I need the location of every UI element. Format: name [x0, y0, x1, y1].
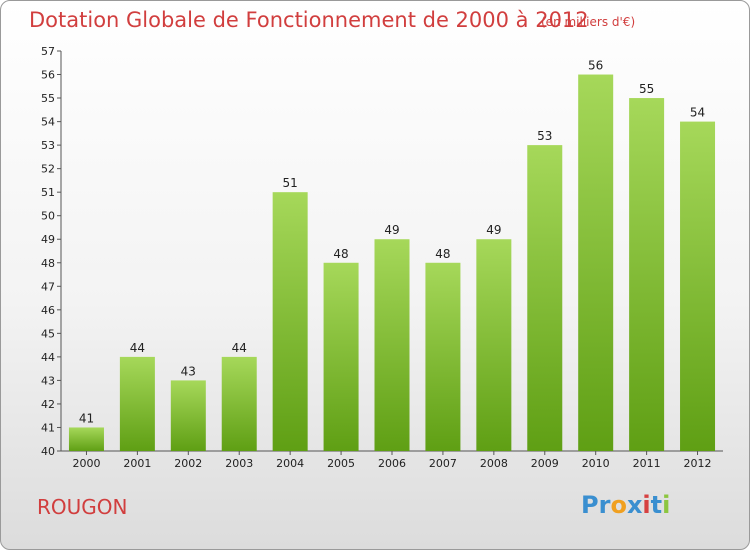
y-tick-label: 47 [41, 280, 55, 293]
y-tick-label: 50 [41, 210, 55, 223]
proxiti-logo: Proxiti [581, 491, 670, 519]
x-tick-label: 2010 [582, 457, 610, 470]
y-tick-label: 41 [41, 421, 55, 434]
data-label: 49 [384, 223, 399, 237]
x-tick-label: 2007 [429, 457, 457, 470]
x-tick-label: 2003 [225, 457, 253, 470]
y-tick-label: 46 [41, 304, 55, 317]
logo-letter: r [598, 491, 611, 519]
bar [170, 380, 206, 451]
y-tick-label: 52 [41, 163, 55, 176]
chart-subtitle: (en milliers d'€) [541, 15, 636, 29]
bar [680, 121, 716, 452]
data-label: 44 [232, 341, 247, 355]
x-tick-label: 2008 [480, 457, 508, 470]
logo-letter: i [642, 491, 651, 519]
data-label: 56 [588, 59, 603, 73]
y-tick-label: 57 [41, 45, 55, 58]
x-tick-label: 2002 [174, 457, 202, 470]
bar [272, 192, 308, 452]
data-label: 48 [333, 247, 348, 261]
x-tick-label: 2004 [276, 457, 304, 470]
x-tick-label: 2009 [531, 457, 559, 470]
data-label: 53 [537, 129, 552, 143]
x-tick-label: 2012 [684, 457, 712, 470]
data-label: 51 [283, 176, 298, 190]
data-label: 49 [486, 223, 501, 237]
x-tick-label: 2000 [72, 457, 100, 470]
y-tick-label: 45 [41, 327, 55, 340]
x-tick-label: 2006 [378, 457, 406, 470]
y-tick-label: 49 [41, 233, 55, 246]
x-tick-label: 2001 [123, 457, 151, 470]
chart-title: Dotation Globale de Fonctionnement de 20… [29, 8, 589, 32]
y-tick-label: 43 [41, 374, 55, 387]
bar [374, 239, 410, 451]
y-tick-label: 54 [41, 116, 55, 129]
bar [68, 427, 104, 451]
bar [323, 262, 359, 451]
data-label: 43 [181, 364, 196, 378]
y-tick-label: 48 [41, 257, 55, 270]
data-label: 55 [639, 82, 654, 96]
y-tick-label: 53 [41, 139, 55, 152]
bar [221, 356, 257, 451]
logo-letter: P [581, 491, 599, 519]
logo-letter: i [662, 491, 671, 519]
data-label: 44 [130, 341, 145, 355]
y-tick-label: 40 [41, 445, 55, 458]
y-tick-label: 42 [41, 398, 55, 411]
logo-letter: o [610, 491, 627, 519]
bar [476, 239, 512, 451]
y-tick-label: 51 [41, 186, 55, 199]
x-tick-label: 2011 [633, 457, 661, 470]
bar [629, 98, 665, 451]
logo-letter: t [650, 491, 663, 519]
y-tick-label: 56 [41, 69, 55, 82]
data-label: 54 [690, 106, 705, 120]
x-tick-label: 2005 [327, 457, 355, 470]
data-label: 48 [435, 247, 450, 261]
bar [119, 356, 155, 451]
commune-name: ROUGON [37, 495, 128, 519]
logo-letter: x [626, 491, 643, 519]
bar [578, 74, 614, 451]
bar [425, 262, 461, 451]
y-tick-label: 55 [41, 92, 55, 105]
y-tick-label: 44 [41, 351, 55, 364]
data-label: 41 [79, 411, 94, 425]
bar [527, 145, 563, 451]
